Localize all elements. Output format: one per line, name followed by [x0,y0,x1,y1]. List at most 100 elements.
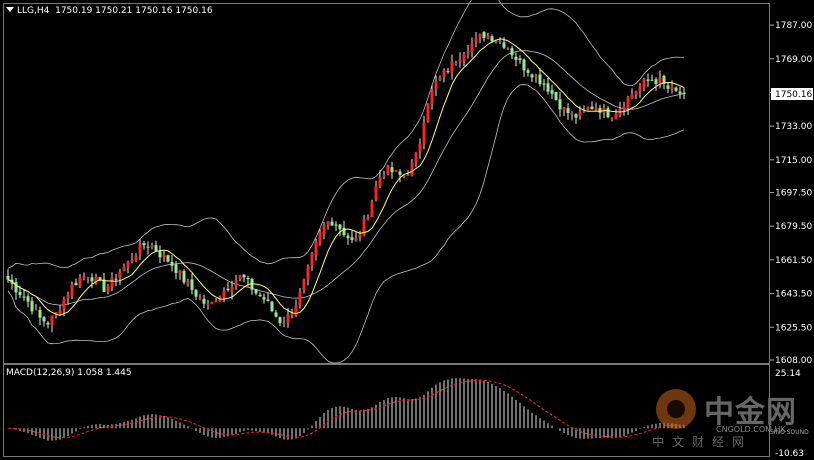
candle-body [90,277,94,282]
candle-body [590,106,594,110]
candle-body [462,54,466,61]
candle-body [510,48,514,56]
candle-body [266,299,270,301]
candle-body [202,298,206,304]
candle-body [366,217,370,220]
candle-body [670,86,674,90]
candle-body [474,37,478,43]
candle-body [446,71,450,73]
candle-body [38,309,42,318]
candle-body [318,231,322,244]
candle-body [554,91,558,100]
candle-body [498,40,502,42]
candle-body [114,278,118,280]
candle-body [494,40,498,43]
candle-body [130,260,134,262]
candle-body [574,114,578,118]
candle-body [570,112,574,115]
candle-body [294,305,298,316]
candle-body [634,91,638,95]
candle-body [374,185,378,200]
candle-body [310,253,314,266]
candle-body [438,77,442,80]
candle-body [26,296,30,302]
candle-body [342,227,346,235]
candle-body [258,294,262,297]
price-tick-label: 1733.00 [775,122,812,132]
symbol-label: LLG,H4 [17,6,50,16]
candle-body [354,238,358,241]
candle-body [390,167,394,173]
candle-body [530,74,534,78]
candle-body [478,33,482,38]
watermark-brand: 中金网 [704,395,797,430]
price-tick-label: 1715.00 [775,156,812,166]
candle-body [586,107,590,110]
candle-body [154,245,158,252]
candle-body [126,261,130,268]
candle-body [198,297,202,299]
candle-body [246,277,250,280]
candle-body [646,79,650,81]
candle-body [350,237,354,240]
candle-body [158,251,162,258]
bollinger-lower-line [7,84,685,364]
candle-body [642,79,646,88]
macd-panel-frame [3,364,770,457]
candle-body [14,282,18,293]
candle-body [46,322,50,325]
candle-body [558,99,562,110]
candle-body [362,219,366,236]
candle-body [58,310,62,314]
candle-body [70,284,74,296]
candle-body [286,314,290,323]
price-tick-label: 1661.50 [775,256,812,266]
cngold-logo-icon [656,389,696,429]
watermark: 中金网 CNGOLD.COM.HK 中文财经网 SINO SOUND [652,385,812,457]
candle-body [298,291,302,306]
candle-body [186,281,190,285]
candle-body [142,243,146,246]
candle-body [394,170,398,172]
candle-body [566,108,570,114]
candle-body [606,108,610,118]
candle-body [166,255,170,262]
candle-body [210,302,214,305]
candle-body [306,266,310,280]
candle-body [518,58,522,60]
candle-body [610,118,614,120]
candle-body [638,86,642,91]
candle-body [50,315,54,326]
candle-body [326,221,330,226]
candle-body [402,175,406,177]
candle-body [182,270,186,283]
candle-body [102,279,106,292]
candle-body [666,85,670,89]
candle-body [490,36,494,42]
main-panel-frame [3,3,770,364]
candle-body [622,106,626,110]
candle-body [406,174,410,176]
candle-body [86,277,90,279]
candle-body [238,275,242,279]
candle-body [82,276,86,278]
candle-body [550,90,554,94]
candle-body [214,301,218,303]
candle-body [234,280,238,286]
candle-body [290,314,294,316]
candle-body [578,112,582,117]
candle-body [466,51,470,55]
candle-body [206,304,210,306]
candle-body [658,77,662,84]
dropdown-triangle-icon[interactable] [6,7,14,12]
candle-body [282,322,286,324]
candle-body [42,317,46,322]
candle-body [226,288,230,291]
candle-body [546,83,550,92]
ohlc-label: 1750.19 1750.21 1750.16 1750.16 [55,6,213,16]
candle-body [138,243,142,255]
watermark-url: CNGOLD.COM.HK [716,425,786,434]
candle-body [74,282,78,285]
price-tick-label: 1625.50 [775,323,812,333]
